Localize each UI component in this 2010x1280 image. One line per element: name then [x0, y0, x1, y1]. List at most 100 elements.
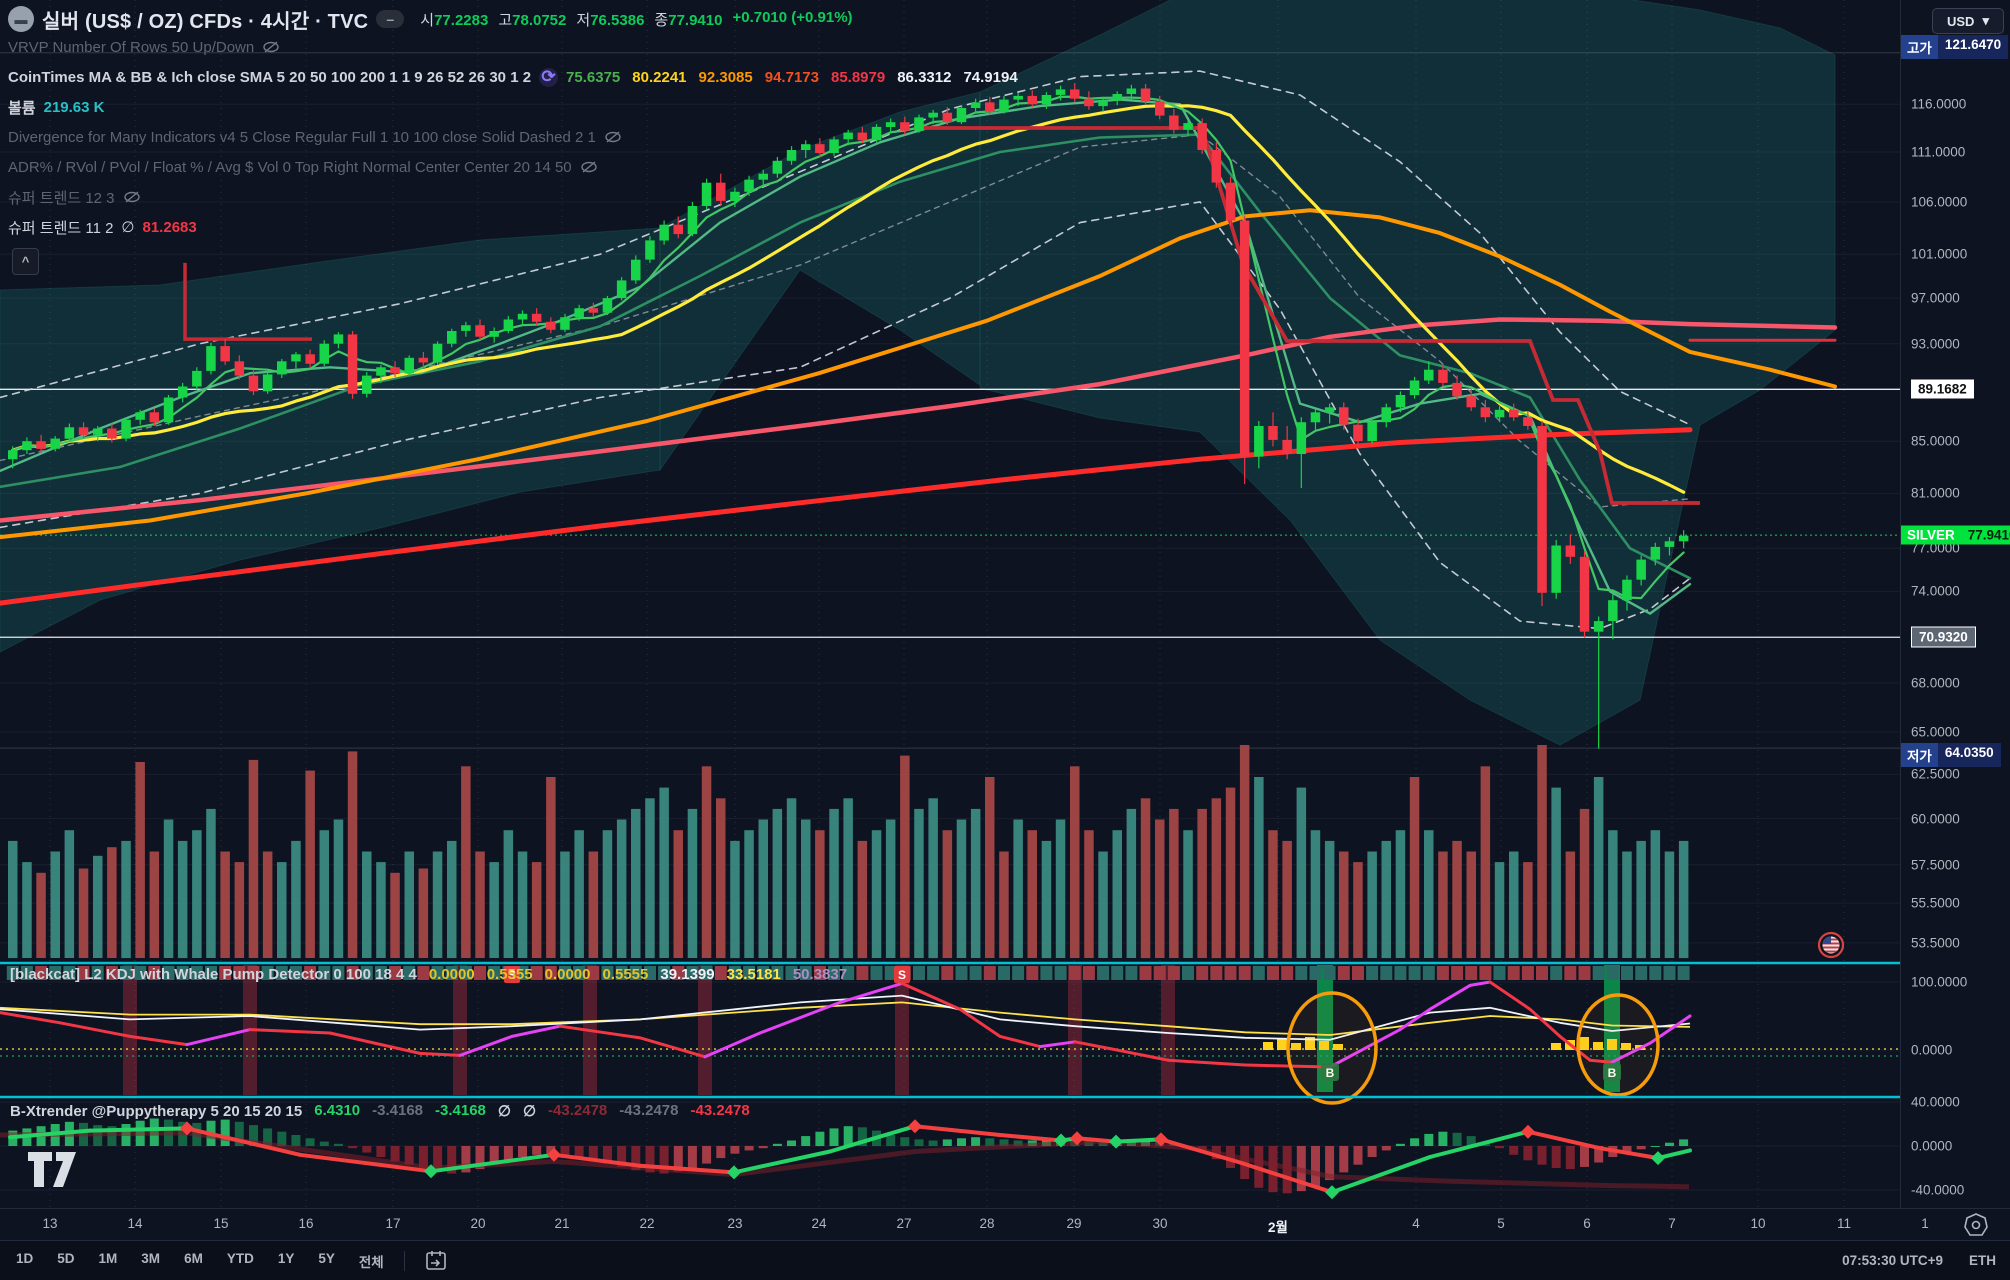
- bx-histogram-bar: [900, 1137, 910, 1146]
- time-axis[interactable]: 13 14 15 16 17 20 21 22 23 24 27 28 29 30 2월 4 5 6 7 10 11 1: [0, 1208, 2010, 1240]
- volume-bar: [645, 798, 655, 959]
- candle: [815, 144, 825, 153]
- bx-histogram-bar: [999, 1139, 1009, 1146]
- eye-slash-icon[interactable]: [604, 130, 622, 144]
- bx-histogram-bar: [1367, 1146, 1377, 1157]
- eye-slash-icon[interactable]: [123, 190, 141, 204]
- candle: [786, 150, 797, 161]
- candle: [1225, 182, 1236, 221]
- volume-bar: [730, 840, 740, 959]
- candle: [1494, 409, 1505, 418]
- loading-spinner-icon[interactable]: ⟳: [539, 67, 559, 87]
- candle: [1409, 380, 1420, 396]
- whale-pump-bar: [1333, 1044, 1343, 1050]
- candle: [730, 191, 740, 201]
- bx-histogram-bar: [277, 1131, 287, 1146]
- bx-histogram-bar: [390, 1146, 400, 1162]
- line1-price-badge: 89.1682: [1911, 379, 1974, 399]
- volume-bar: [1509, 851, 1519, 958]
- us-economic-event-icon[interactable]: [1817, 931, 1845, 959]
- range-button-3m[interactable]: 3M: [141, 1250, 161, 1266]
- time-axis-settings-icon[interactable]: [1958, 1210, 1994, 1240]
- range-button-전체[interactable]: 전체: [358, 1254, 384, 1270]
- time-axis-label: 27: [896, 1216, 912, 1231]
- bx-histogram-bar: [758, 1146, 768, 1149]
- volume-bar: [1324, 840, 1335, 959]
- volume-bar: [404, 851, 414, 958]
- whale-pump-bar: [1607, 1039, 1617, 1050]
- candle: [192, 370, 202, 387]
- candle: [1296, 422, 1307, 454]
- collapse-indicators-button[interactable]: ^: [12, 248, 39, 275]
- candle: [716, 182, 726, 201]
- currency-selector[interactable]: USD ▾: [1932, 8, 2004, 34]
- volume-bar: [786, 798, 797, 959]
- bx-histogram-bar: [617, 1146, 627, 1167]
- eye-slash-icon[interactable]: [262, 40, 280, 54]
- bx-histogram-bar: [1353, 1146, 1363, 1165]
- volume-bar: [177, 840, 188, 959]
- bx-histogram-bar: [928, 1140, 938, 1146]
- bx-reversal-diamond: [1325, 1185, 1339, 1200]
- session-toggle[interactable]: ETH: [1969, 1253, 1996, 1268]
- kdj-red-column: [698, 965, 712, 1095]
- candle: [616, 280, 627, 299]
- range-button-6m[interactable]: 6M: [184, 1250, 203, 1266]
- bx-reversal-diamond: [1070, 1131, 1084, 1146]
- candle: [1636, 559, 1646, 580]
- range-button-5d[interactable]: 5D: [57, 1250, 75, 1266]
- bx-histogram-bar: [730, 1146, 740, 1154]
- whale-pump-bar: [1621, 1043, 1631, 1050]
- range-button-1d[interactable]: 1D: [16, 1250, 34, 1266]
- volume-bar: [36, 872, 46, 958]
- price-axis[interactable]: 116.0000 111.0000 106.0000 101.0000 97.0000 9…: [1900, 0, 2010, 1208]
- goto-date-icon[interactable]: [423, 1248, 449, 1274]
- bx-histogram-bar: [546, 1146, 556, 1154]
- kdj-red-column: [1068, 965, 1082, 1095]
- volume-bar: [489, 862, 499, 958]
- volume-bar: [1183, 830, 1193, 958]
- kdj-panel-header[interactable]: [blackcat] L2 KDJ with Whale Pump Detect…: [10, 966, 848, 983]
- candle: [1452, 382, 1462, 397]
- candle: [1282, 439, 1292, 454]
- volume-bar: [1211, 798, 1222, 959]
- price-axis-label: 81.0000: [1911, 485, 1960, 501]
- price-axis-label: 97.0000: [1911, 290, 1960, 306]
- bx-histogram-bar: [1679, 1139, 1689, 1146]
- price-axis-label: 62.5000: [1911, 766, 1960, 782]
- candle: [871, 126, 882, 141]
- candle: [1551, 545, 1561, 593]
- volume-bar: [1523, 862, 1533, 958]
- bx-histogram-bar: [461, 1146, 471, 1173]
- candle: [262, 374, 273, 392]
- volume-bar: [475, 851, 485, 958]
- candle: [1183, 123, 1193, 130]
- range-button-ytd[interactable]: YTD: [226, 1250, 254, 1266]
- volume-bar: [1608, 830, 1618, 958]
- volume-bar: [1084, 830, 1094, 958]
- chart-canvas[interactable]: S S B B: [0, 0, 2010, 1208]
- volume-bar: [248, 759, 259, 958]
- bx-panel-header[interactable]: B-Xtrender @Puppytherapy 5 20 15 20 15 6…: [10, 1102, 750, 1120]
- collapse-symbol-icon[interactable]: –: [376, 10, 405, 28]
- volume-bar: [1140, 798, 1151, 959]
- time-axis-label: 23: [727, 1216, 743, 1231]
- candle: [220, 346, 230, 362]
- range-button-1m[interactable]: 1M: [98, 1250, 118, 1266]
- tradingview-logo[interactable]: [28, 1152, 76, 1187]
- candle: [1480, 407, 1491, 418]
- time-axis-label: 28: [979, 1216, 995, 1231]
- eye-slash-icon[interactable]: [580, 160, 598, 174]
- whale-pump-bar: [1277, 1038, 1287, 1050]
- candle: [319, 343, 329, 364]
- clock[interactable]: 07:53:30 UTC+9: [1842, 1253, 1943, 1268]
- bx-histogram-bar: [305, 1138, 315, 1146]
- volume-bar: [1013, 819, 1023, 958]
- range-button-5y[interactable]: 5Y: [318, 1250, 335, 1266]
- range-button-1y[interactable]: 1Y: [277, 1250, 295, 1266]
- candle: [1140, 88, 1151, 102]
- volume-bar: [93, 855, 103, 958]
- candle: [135, 412, 145, 420]
- volume-bar: [149, 851, 160, 958]
- bx-histogram-bar: [815, 1131, 825, 1146]
